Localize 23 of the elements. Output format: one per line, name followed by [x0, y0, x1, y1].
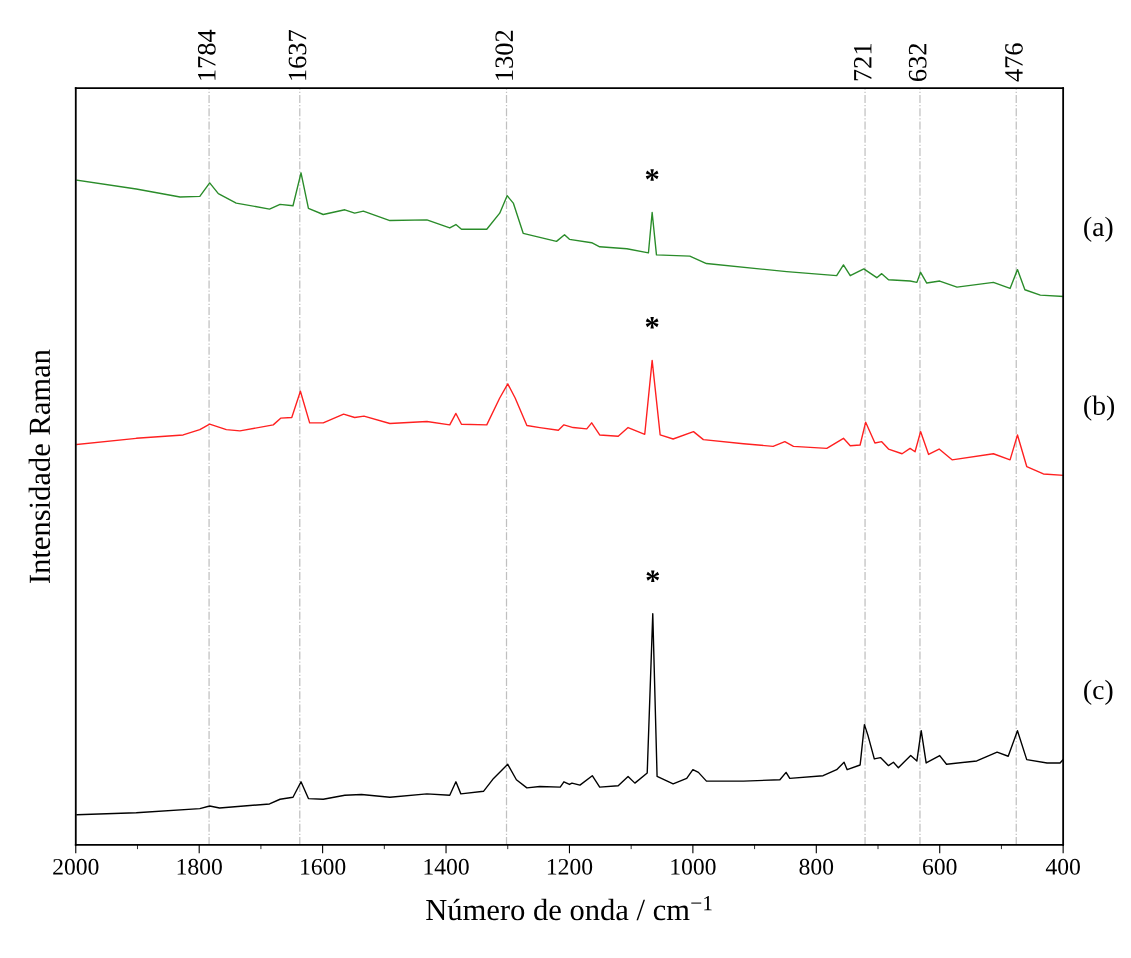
x-axis-title: Número de onda / cm$^{−1}$	[426, 896, 712, 921]
text: (b)	[1084, 395, 1115, 421]
x-tick-label: 600	[923, 858, 957, 875]
x-tick-label: 1200	[547, 858, 593, 875]
y-axis-title: Intensidade Raman	[28, 349, 51, 583]
x-tick-label: 800	[799, 858, 834, 875]
x-tick-label: 400	[1045, 858, 1080, 875]
annotation: *	[645, 317, 659, 329]
text: (a)	[1084, 216, 1113, 242]
ref-line-label: 632	[908, 43, 927, 81]
ref-line-label: 476	[1005, 43, 1023, 82]
ref-line-label: 1302	[495, 30, 514, 80]
text: (c)	[1084, 679, 1113, 705]
annotation: *	[646, 570, 660, 582]
x-tick-label: 1000	[671, 858, 716, 875]
ref-line-label: 1637	[288, 30, 307, 80]
ref-line-label: 1784	[197, 29, 216, 80]
x-tick-label: 1600	[301, 858, 346, 875]
annotation: *	[645, 169, 659, 181]
ref-line-label: 721	[853, 44, 872, 81]
x-tick-label: 2000	[53, 858, 99, 875]
x-tick-label: 1400	[424, 858, 469, 875]
x-tick-label: 1800	[177, 858, 222, 875]
